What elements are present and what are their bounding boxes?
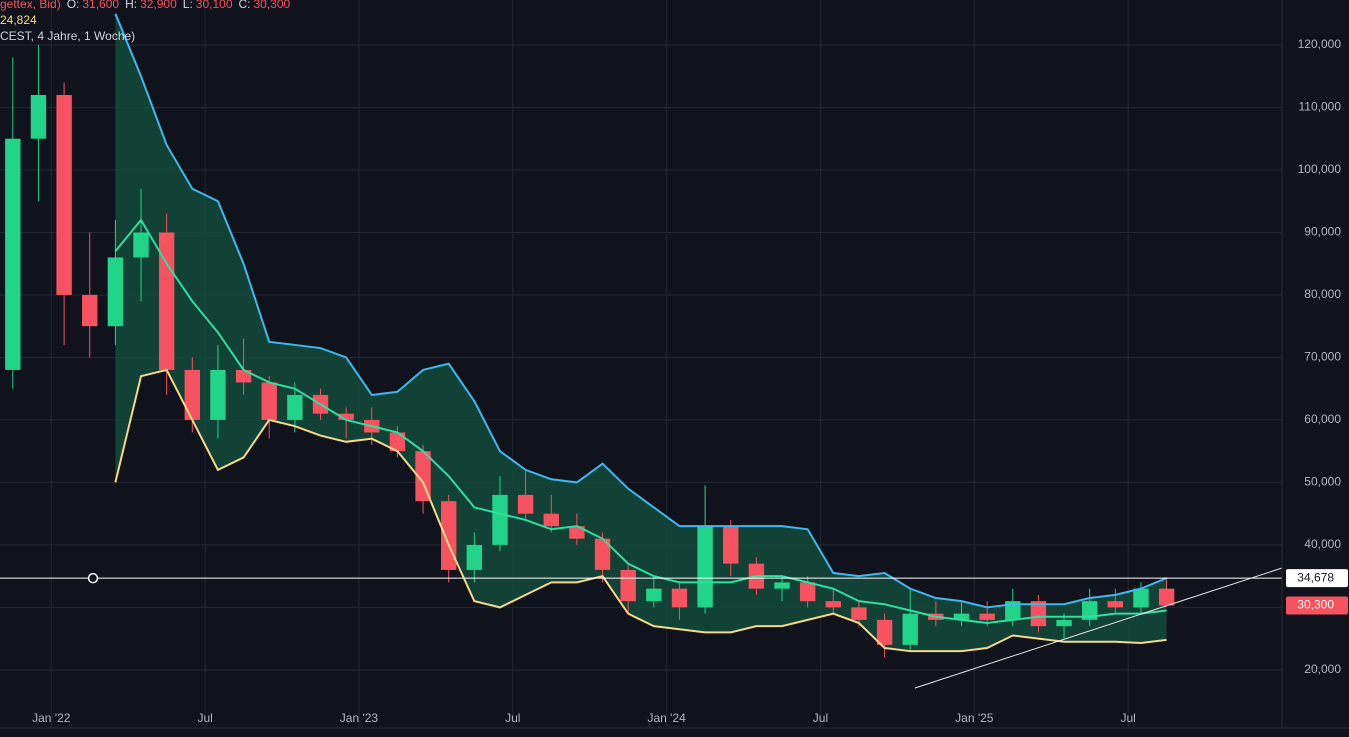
last-price-box <box>1286 596 1348 615</box>
legend-source: gettex, Bid) <box>0 0 61 11</box>
candle-body <box>441 501 457 570</box>
candle-body <box>415 451 431 502</box>
candle-body <box>5 138 21 370</box>
y-tick-label: 60,000 <box>1304 412 1341 426</box>
y-tick-label: 110,000 <box>1299 100 1342 114</box>
legend-key: H: <box>125 0 137 11</box>
candle-body <box>184 369 200 420</box>
candle-body <box>1133 588 1149 608</box>
candle-body <box>569 526 585 539</box>
band-line <box>114 368 1167 653</box>
legend-value: 30,300 <box>254 0 291 11</box>
y-tick-label: 40,000 <box>1304 537 1341 551</box>
candle-body <box>620 569 636 602</box>
y-tick-label: 90,000 <box>1304 225 1341 239</box>
legend-line: gettex, Bid) O: 31,600 H: 32,900 L: 30,100 C: 30… <box>0 0 291 11</box>
band-line <box>114 13 1168 609</box>
x-tick-label: Jan '22 <box>32 711 71 725</box>
price-line-label: 34,678 <box>1297 570 1334 584</box>
legend-key: L: <box>183 0 193 11</box>
legend-ohlc: O: 31,600 H: 32,900 L: 30,100 C: 30,300 <box>67 0 291 11</box>
x-tick-label: Jan '25 <box>955 711 994 725</box>
candle-body <box>158 232 175 370</box>
candle-body <box>723 526 739 564</box>
candle-body <box>902 613 918 645</box>
candle-body <box>133 232 149 258</box>
candle-body <box>646 588 662 602</box>
candle-body <box>338 413 354 420</box>
candle-body <box>492 494 508 545</box>
y-tick-label: 20,000 <box>1304 662 1341 676</box>
candle-body <box>107 257 124 327</box>
legend-value: 31,600 <box>82 0 119 11</box>
candle-body <box>543 513 559 527</box>
legend-value: 30,100 <box>196 0 233 11</box>
candle-body <box>979 613 995 620</box>
band-line <box>114 218 1167 625</box>
y-tick-label: 80,000 <box>1304 287 1341 301</box>
y-tick-label: 70,000 <box>1304 350 1341 364</box>
candle-body <box>389 432 406 452</box>
candle-body <box>1030 601 1047 627</box>
candle-body <box>1107 601 1124 608</box>
x-tick-label: Jul <box>813 711 828 725</box>
candle-body <box>799 582 816 602</box>
candle-body <box>851 607 867 620</box>
candle-body <box>1158 588 1175 606</box>
axes: 20,00030,00040,00050,00060,00070,00080,0… <box>32 37 1348 725</box>
candle-body <box>697 526 713 608</box>
y-tick-label: 50,000 <box>1304 475 1341 489</box>
candle-body <box>30 94 47 139</box>
plot <box>0 13 1282 658</box>
x-tick-label: Jul <box>197 711 212 725</box>
y-tick-label: 120,000 <box>1298 37 1342 51</box>
legend-period: CEST, 4 Jahre, 1 Woche) <box>0 29 135 43</box>
candle-body <box>466 544 483 570</box>
candle-body <box>825 601 841 608</box>
candle-body <box>56 94 72 295</box>
candle-body <box>287 394 303 420</box>
candle-body <box>82 294 98 327</box>
candle-body <box>671 588 688 608</box>
candle-body <box>953 613 970 620</box>
x-tick-label: Jan '24 <box>647 711 686 725</box>
x-tick-label: Jul <box>505 711 520 725</box>
candle-body <box>774 582 790 589</box>
candle-body <box>1056 619 1072 627</box>
candle-body <box>876 619 893 645</box>
legend-value: 32,900 <box>140 0 177 11</box>
candle-body <box>261 382 277 420</box>
indicator-value: 24,824 <box>0 13 37 27</box>
legend-key: C: <box>239 0 251 11</box>
candle-body <box>517 494 534 514</box>
legend-key: O: <box>67 0 80 11</box>
band-fill <box>115 13 1167 652</box>
candle-body <box>1082 601 1098 620</box>
candle-body <box>235 369 252 383</box>
candle-body <box>1005 601 1021 620</box>
x-tick-label: Jul <box>1120 711 1135 725</box>
y-tick-label: 100,000 <box>1298 162 1342 176</box>
last-price-label: 30,300 <box>1297 598 1334 612</box>
price-line-box <box>1286 569 1348 588</box>
x-tick-label: Jan '23 <box>340 711 379 725</box>
candle-body <box>594 538 611 570</box>
candle-body <box>210 369 226 420</box>
price-line-handle <box>87 572 99 584</box>
trend-line[interactable] <box>914 567 1283 689</box>
